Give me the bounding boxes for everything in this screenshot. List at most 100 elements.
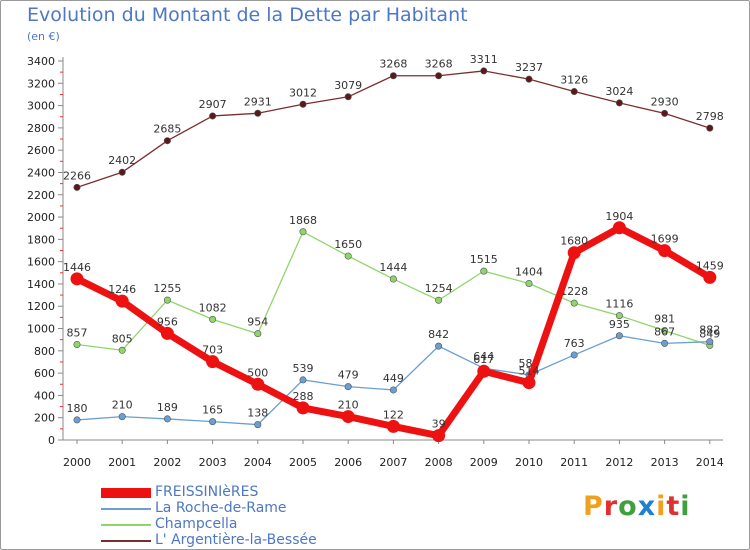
x-tick-label: 2006 (334, 456, 362, 469)
data-label: 2907 (199, 98, 227, 111)
data-label: 210 (112, 399, 133, 412)
data-point (73, 340, 81, 348)
data-point (163, 296, 171, 304)
data-label: 1246 (108, 283, 136, 296)
data-point (160, 326, 174, 340)
legend-swatch (101, 488, 151, 498)
data-label: 763 (564, 337, 585, 350)
data-label: 2930 (651, 95, 679, 108)
y-tick-label: 800 (34, 345, 55, 358)
data-point (118, 413, 126, 421)
x-tick-label: 2003 (199, 456, 227, 469)
data-label: 1459 (696, 259, 724, 272)
y-tick-label: 1400 (27, 278, 55, 291)
data-label: 935 (609, 318, 630, 331)
data-point (432, 429, 446, 443)
y-tick-label: 200 (34, 412, 55, 425)
x-tick-label: 2008 (425, 456, 453, 469)
data-point (344, 252, 352, 260)
data-label: 189 (157, 401, 178, 414)
data-point (567, 246, 581, 260)
x-tick-label: 2013 (651, 456, 679, 469)
data-point (118, 168, 126, 176)
data-label: 1255 (153, 282, 181, 295)
y-tick-label: 3200 (27, 77, 55, 90)
data-label: 805 (112, 332, 133, 345)
y-tick-label: 400 (34, 389, 55, 402)
legend-label: La Roche-de-Rame (155, 500, 287, 516)
data-label: 2798 (696, 110, 724, 123)
data-point (163, 415, 171, 423)
data-label: 1446 (63, 261, 91, 274)
data-label: 2402 (108, 154, 136, 167)
data-label: 180 (67, 402, 88, 415)
data-label: 1650 (334, 238, 362, 251)
data-point (389, 72, 397, 80)
data-label: 3012 (289, 86, 317, 99)
y-tick-label: 2800 (27, 122, 55, 135)
data-point (115, 294, 129, 308)
data-point (389, 275, 397, 283)
data-label: 617 (473, 353, 494, 366)
data-label: 1116 (605, 298, 633, 311)
x-tick-label: 2001 (108, 456, 136, 469)
y-tick-label: 3400 (27, 55, 55, 68)
data-label: 867 (654, 325, 675, 338)
data-label: 479 (338, 369, 359, 382)
data-label: 882 (699, 324, 720, 337)
data-point (296, 401, 310, 415)
data-point (386, 419, 400, 433)
y-tick-label: 2000 (27, 211, 55, 224)
logo-letter: x (637, 491, 657, 522)
data-label: 3079 (334, 79, 362, 92)
y-tick-label: 0 (48, 434, 55, 447)
data-label: 3268 (425, 58, 453, 71)
data-point (480, 267, 488, 275)
logo-letter: t (666, 491, 681, 522)
data-label: 1515 (470, 253, 498, 266)
data-label: 849 (699, 327, 720, 340)
x-tick-label: 2004 (244, 456, 272, 469)
legend-label: L' Argentière-la-Bessée (155, 532, 317, 548)
y-tick-label: 1000 (27, 323, 55, 336)
y-tick-label: 2400 (27, 166, 55, 179)
y-tick-label: 600 (34, 367, 55, 380)
data-point (163, 137, 171, 145)
data-label: 1699 (651, 233, 679, 246)
logo-letter: i (656, 491, 667, 522)
x-tick-label: 2002 (153, 456, 181, 469)
data-label: 703 (202, 344, 223, 357)
data-point (615, 312, 623, 320)
data-point (525, 279, 533, 287)
data-point (344, 93, 352, 101)
logo-letter: r (603, 491, 619, 522)
data-label: 514 (519, 365, 540, 378)
chart-unit: (en €) (27, 30, 60, 43)
data-point (570, 299, 578, 307)
data-label: 1868 (289, 214, 317, 227)
data-point (661, 339, 669, 347)
data-label: 644 (473, 350, 494, 363)
x-tick-label: 2014 (696, 456, 724, 469)
data-point (661, 327, 669, 335)
logo-letter: o (618, 491, 638, 522)
data-point (570, 351, 578, 359)
data-point (254, 330, 262, 338)
data-label: 1444 (379, 261, 407, 274)
data-point (209, 418, 217, 426)
data-point (661, 109, 669, 117)
x-tick-label: 2011 (560, 456, 588, 469)
data-label: 2266 (63, 169, 91, 182)
legend-swatch (101, 540, 151, 542)
data-label: 1228 (560, 285, 588, 298)
x-tick-label: 2007 (379, 456, 407, 469)
data-label: 539 (293, 362, 314, 375)
data-point (658, 244, 672, 258)
data-label: 122 (383, 408, 404, 421)
data-label: 3237 (515, 61, 543, 74)
x-tick-label: 2012 (605, 456, 633, 469)
data-point (570, 88, 578, 96)
data-label: 2685 (153, 123, 181, 136)
data-label: 3024 (605, 85, 633, 98)
